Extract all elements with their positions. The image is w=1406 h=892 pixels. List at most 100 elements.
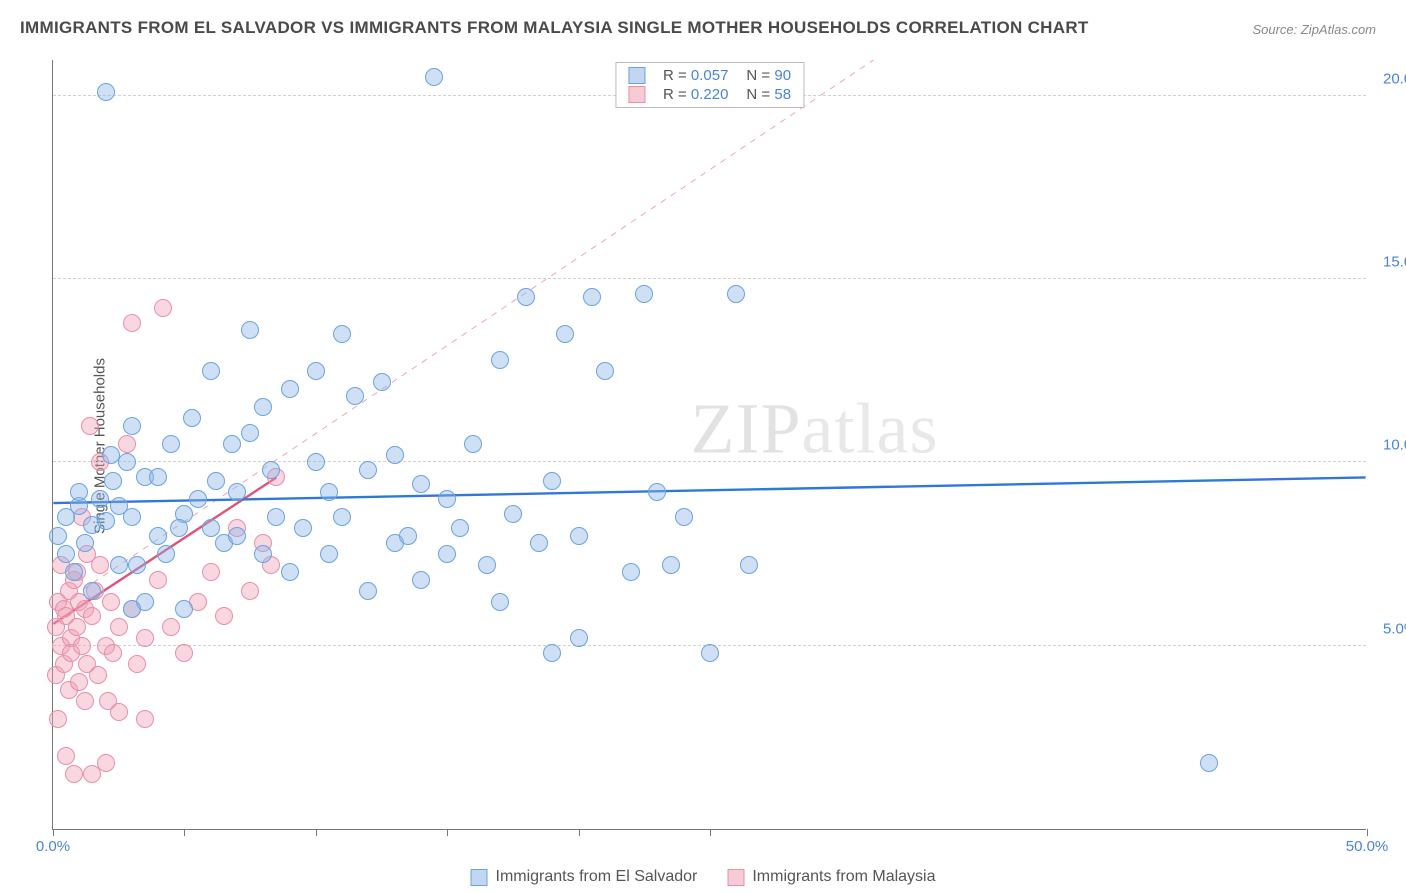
data-point: [123, 508, 141, 526]
data-point: [118, 453, 136, 471]
gridline: [53, 278, 1366, 279]
data-point: [175, 644, 193, 662]
data-point: [320, 545, 338, 563]
x-tick-label: 0.0%: [36, 838, 70, 855]
data-point: [149, 571, 167, 589]
data-point: [570, 527, 588, 545]
x-tick: [184, 829, 185, 836]
data-point: [491, 351, 509, 369]
data-point: [102, 446, 120, 464]
data-point: [128, 655, 146, 673]
legend-correlation-row: R = 0.057 N = 90: [628, 66, 791, 85]
y-tick-label: 20.0%: [1371, 70, 1406, 87]
trend-lines-svg: [53, 60, 1366, 829]
data-point: [70, 483, 88, 501]
data-point: [162, 618, 180, 636]
plot-area: ZIPatlas R = 0.057 N = 90 R = 0.220 N = …: [52, 60, 1366, 830]
data-point: [451, 519, 469, 537]
watermark: ZIPatlas: [691, 388, 939, 471]
data-point: [81, 417, 99, 435]
data-point: [504, 505, 522, 523]
data-point: [281, 563, 299, 581]
data-point: [223, 435, 241, 453]
legend-label: Immigrants from El Salvador: [496, 868, 698, 886]
legend-swatch: [471, 869, 488, 886]
data-point: [412, 571, 430, 589]
data-point: [583, 288, 601, 306]
data-point: [556, 325, 574, 343]
data-point: [110, 618, 128, 636]
data-point: [123, 600, 141, 618]
data-point: [254, 398, 272, 416]
data-point: [149, 468, 167, 486]
data-point: [65, 765, 83, 783]
data-point: [359, 461, 377, 479]
data-point: [83, 607, 101, 625]
data-point: [622, 563, 640, 581]
data-point: [281, 380, 299, 398]
data-point: [228, 527, 246, 545]
data-point: [128, 556, 146, 574]
data-point: [65, 563, 83, 581]
legend-swatch: [628, 67, 645, 84]
data-point: [207, 472, 225, 490]
data-point: [267, 508, 285, 526]
data-point: [104, 644, 122, 662]
data-point: [478, 556, 496, 574]
data-point: [346, 387, 364, 405]
legend-series-item: Immigrants from Malaysia: [727, 868, 935, 886]
data-point: [464, 435, 482, 453]
data-point: [57, 545, 75, 563]
chart-title: IMMIGRANTS FROM EL SALVADOR VS IMMIGRANT…: [20, 18, 1089, 38]
data-point: [49, 527, 67, 545]
data-point: [68, 618, 86, 636]
data-point: [530, 534, 548, 552]
data-point: [136, 629, 154, 647]
data-point: [373, 373, 391, 391]
data-point: [97, 83, 115, 101]
data-point: [307, 362, 325, 380]
data-point: [320, 483, 338, 501]
data-point: [425, 68, 443, 86]
data-point: [570, 629, 588, 647]
data-point: [215, 607, 233, 625]
x-tick: [316, 829, 317, 836]
data-point: [91, 556, 109, 574]
data-point: [76, 692, 94, 710]
x-tick: [710, 829, 711, 836]
data-point: [83, 582, 101, 600]
data-point: [543, 472, 561, 490]
data-point: [202, 362, 220, 380]
data-point: [543, 644, 561, 662]
data-point: [675, 508, 693, 526]
data-point: [154, 299, 172, 317]
data-point: [157, 545, 175, 563]
data-point: [89, 666, 107, 684]
data-point: [202, 519, 220, 537]
data-point: [162, 435, 180, 453]
data-point: [241, 582, 259, 600]
data-point: [97, 754, 115, 772]
data-point: [136, 710, 154, 728]
x-tick: [447, 829, 448, 836]
x-tick: [579, 829, 580, 836]
data-point: [307, 453, 325, 471]
data-point: [740, 556, 758, 574]
data-point: [438, 490, 456, 508]
data-point: [149, 527, 167, 545]
data-point: [1200, 754, 1218, 772]
data-point: [241, 321, 259, 339]
data-point: [76, 534, 94, 552]
data-point: [262, 461, 280, 479]
trend-line: [53, 477, 1365, 503]
data-point: [110, 556, 128, 574]
legend-series-item: Immigrants from El Salvador: [471, 868, 698, 886]
data-point: [110, 703, 128, 721]
data-point: [517, 288, 535, 306]
data-point: [183, 409, 201, 427]
legend-series: Immigrants from El Salvador Immigrants fr…: [471, 868, 936, 886]
data-point: [102, 593, 120, 611]
data-point: [97, 512, 115, 530]
data-point: [73, 637, 91, 655]
data-point: [70, 673, 88, 691]
